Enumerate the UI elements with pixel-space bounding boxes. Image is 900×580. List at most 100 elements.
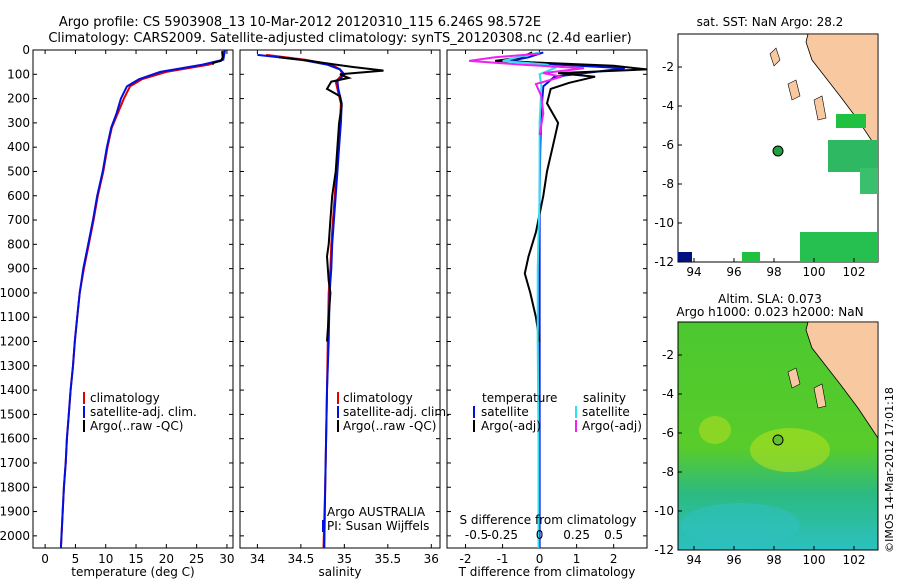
sla-map-title-line2: Argo h1000: 0.023 h2000: NaN: [676, 305, 863, 319]
x-tick-label: 0: [536, 552, 544, 566]
x-tick-label: 1: [573, 552, 581, 566]
legend-label-climatology: climatology: [90, 391, 160, 405]
salinity-chart: 34 34.5 35 35.5 36 salinity: [240, 49, 440, 579]
map-y-tick-label: -2: [662, 348, 674, 362]
map-y-tick-label: -12: [654, 543, 674, 557]
temperature-panel: [32, 49, 234, 549]
series-line-argo-raw-qc-: [211, 51, 224, 66]
x-tick-label: 34.5: [288, 552, 315, 566]
y-tick-label: 1800: [0, 480, 30, 494]
y-tick-label: 600: [7, 189, 30, 203]
sst-patch: [836, 114, 866, 128]
map-y-tick-label: -6: [662, 426, 674, 440]
map-x-tick-label: 94: [686, 553, 701, 567]
map-x-tick-label: 100: [803, 553, 826, 567]
island: [787, 79, 801, 101]
sla-map-title-line1: Altim. SLA: 0.073: [718, 292, 822, 306]
salinity-legend: climatology satellite-adj. clim. Argo(..…: [322, 391, 450, 533]
island: [813, 95, 827, 121]
y-tick-label: 300: [7, 116, 30, 130]
imos-timestamp: ©IMOS 14-Mar-2012 17:01:18: [883, 387, 896, 553]
argo-country-label: Argo AUSTRALIA: [327, 505, 426, 519]
map-y-tick-label: -8: [662, 465, 674, 479]
x-tick-label: 15: [128, 552, 143, 566]
y-tick-label: 1400: [0, 383, 30, 397]
s-tick-label: 0.5: [604, 528, 623, 542]
series-line-satellite-adj-clim-: [257, 53, 346, 549]
x-tick-label: 20: [159, 552, 174, 566]
legend-label-t-satellite: satellite: [481, 405, 529, 419]
island: [787, 367, 801, 389]
map-y-tick-label: -8: [662, 177, 674, 191]
x-tick-label: 5: [72, 552, 80, 566]
x-tick-label: 30: [219, 552, 234, 566]
series-line-argo-raw-qc-: [278, 56, 384, 342]
y-tick-label: 1600: [0, 432, 30, 446]
series-line-climatology: [59, 49, 225, 549]
y-tick-label: 800: [7, 237, 30, 251]
legend-title-temperature: temperature: [482, 391, 557, 405]
map-x-tick-label: 98: [766, 265, 781, 279]
map-x-tick-label: 100: [803, 265, 826, 279]
island: [769, 47, 781, 67]
legend-title-salinity: salinity: [583, 391, 626, 405]
map-y-tick-label: -10: [654, 216, 674, 230]
x-tick-label: -2: [460, 552, 472, 566]
x-axis-label: T difference from climatology: [458, 565, 636, 579]
y-tick-label: 500: [7, 164, 30, 178]
series-line-t-satellite: [509, 51, 625, 548]
legend-label-s-satellite: satellite: [582, 405, 630, 419]
x-tick-label: 0: [41, 552, 49, 566]
y-tick-label: 100: [7, 67, 30, 81]
temperature-legend: climatology satellite-adj. clim. Argo(..…: [83, 391, 197, 433]
map-y-tick-label: -4: [662, 387, 674, 401]
legend-label-satellite: satellite-adj. clim.: [343, 405, 450, 419]
map-x-tick-label: 102: [843, 553, 866, 567]
x-tick-label: -1: [497, 552, 509, 566]
difference-chart: -2 -1 0 1 2T difference from climatology: [447, 49, 648, 579]
legend-label-s-argo: Argo(-adj): [582, 419, 642, 433]
x-axis-label: temperature (deg C): [71, 565, 194, 579]
salinity-panel: [239, 49, 441, 549]
sla-map: [677, 321, 879, 551]
sst-map: [677, 33, 879, 263]
y-tick-label: 1900: [0, 505, 30, 519]
map-x-tick-label: 98: [766, 553, 781, 567]
sst-patch: [678, 252, 692, 262]
legend-label-climatology: climatology: [343, 391, 413, 405]
argo-location-marker: [772, 434, 784, 446]
legend-label-argo: Argo(..raw -QC): [90, 419, 183, 433]
map-x-tick-label: 102: [843, 265, 866, 279]
figure-title-line2: Climatology: CARS2009. Satellite-adjuste…: [48, 31, 631, 46]
difference-panel: [446, 49, 648, 549]
map-x-tick-label: 96: [726, 265, 741, 279]
legend-label-t-argo: Argo(-adj): [481, 419, 541, 433]
s-tick-label: -0.5: [465, 528, 488, 542]
island: [813, 383, 827, 409]
map-x-tick-label: 94: [686, 265, 701, 279]
series-line-satellite-adj-clim-: [59, 49, 227, 549]
x-tick-label: 36: [424, 552, 439, 566]
sst-patch: [828, 140, 878, 172]
sla-low-anomaly: [680, 503, 800, 547]
x-tick-label: 34: [250, 552, 265, 566]
x-tick-label: 35: [337, 552, 352, 566]
y-tick-label: 1300: [0, 359, 30, 373]
x-tick-label: 35.5: [374, 552, 401, 566]
x-tick-label: 2: [610, 552, 618, 566]
y-tick-label: 200: [7, 92, 30, 106]
y-tick-label: 2000: [0, 529, 30, 543]
argo-location-marker: [772, 145, 784, 157]
y-tick-label: 1000: [0, 286, 30, 300]
x-axis-label: salinity: [318, 565, 361, 579]
y-tick-label: 0: [22, 43, 30, 57]
series-line-s-argo-adj-: [469, 52, 585, 136]
legend-label-satellite: satellite-adj. clim.: [90, 405, 197, 419]
map-axes: 94 96 98 100 102 -2 -4 -6 -8 -10 -12 94 96 98 100 102 -2…: [654, 60, 865, 567]
y-tick-label: 1100: [0, 310, 30, 324]
sumatra-land: [805, 321, 879, 440]
s-difference-ticks: -0.25 0 0.25 0.5 -0.5: [465, 528, 623, 542]
map-y-tick-label: -12: [654, 255, 674, 269]
s-tick-label: 0: [536, 528, 544, 542]
s-tick-label: 0.25: [563, 528, 590, 542]
